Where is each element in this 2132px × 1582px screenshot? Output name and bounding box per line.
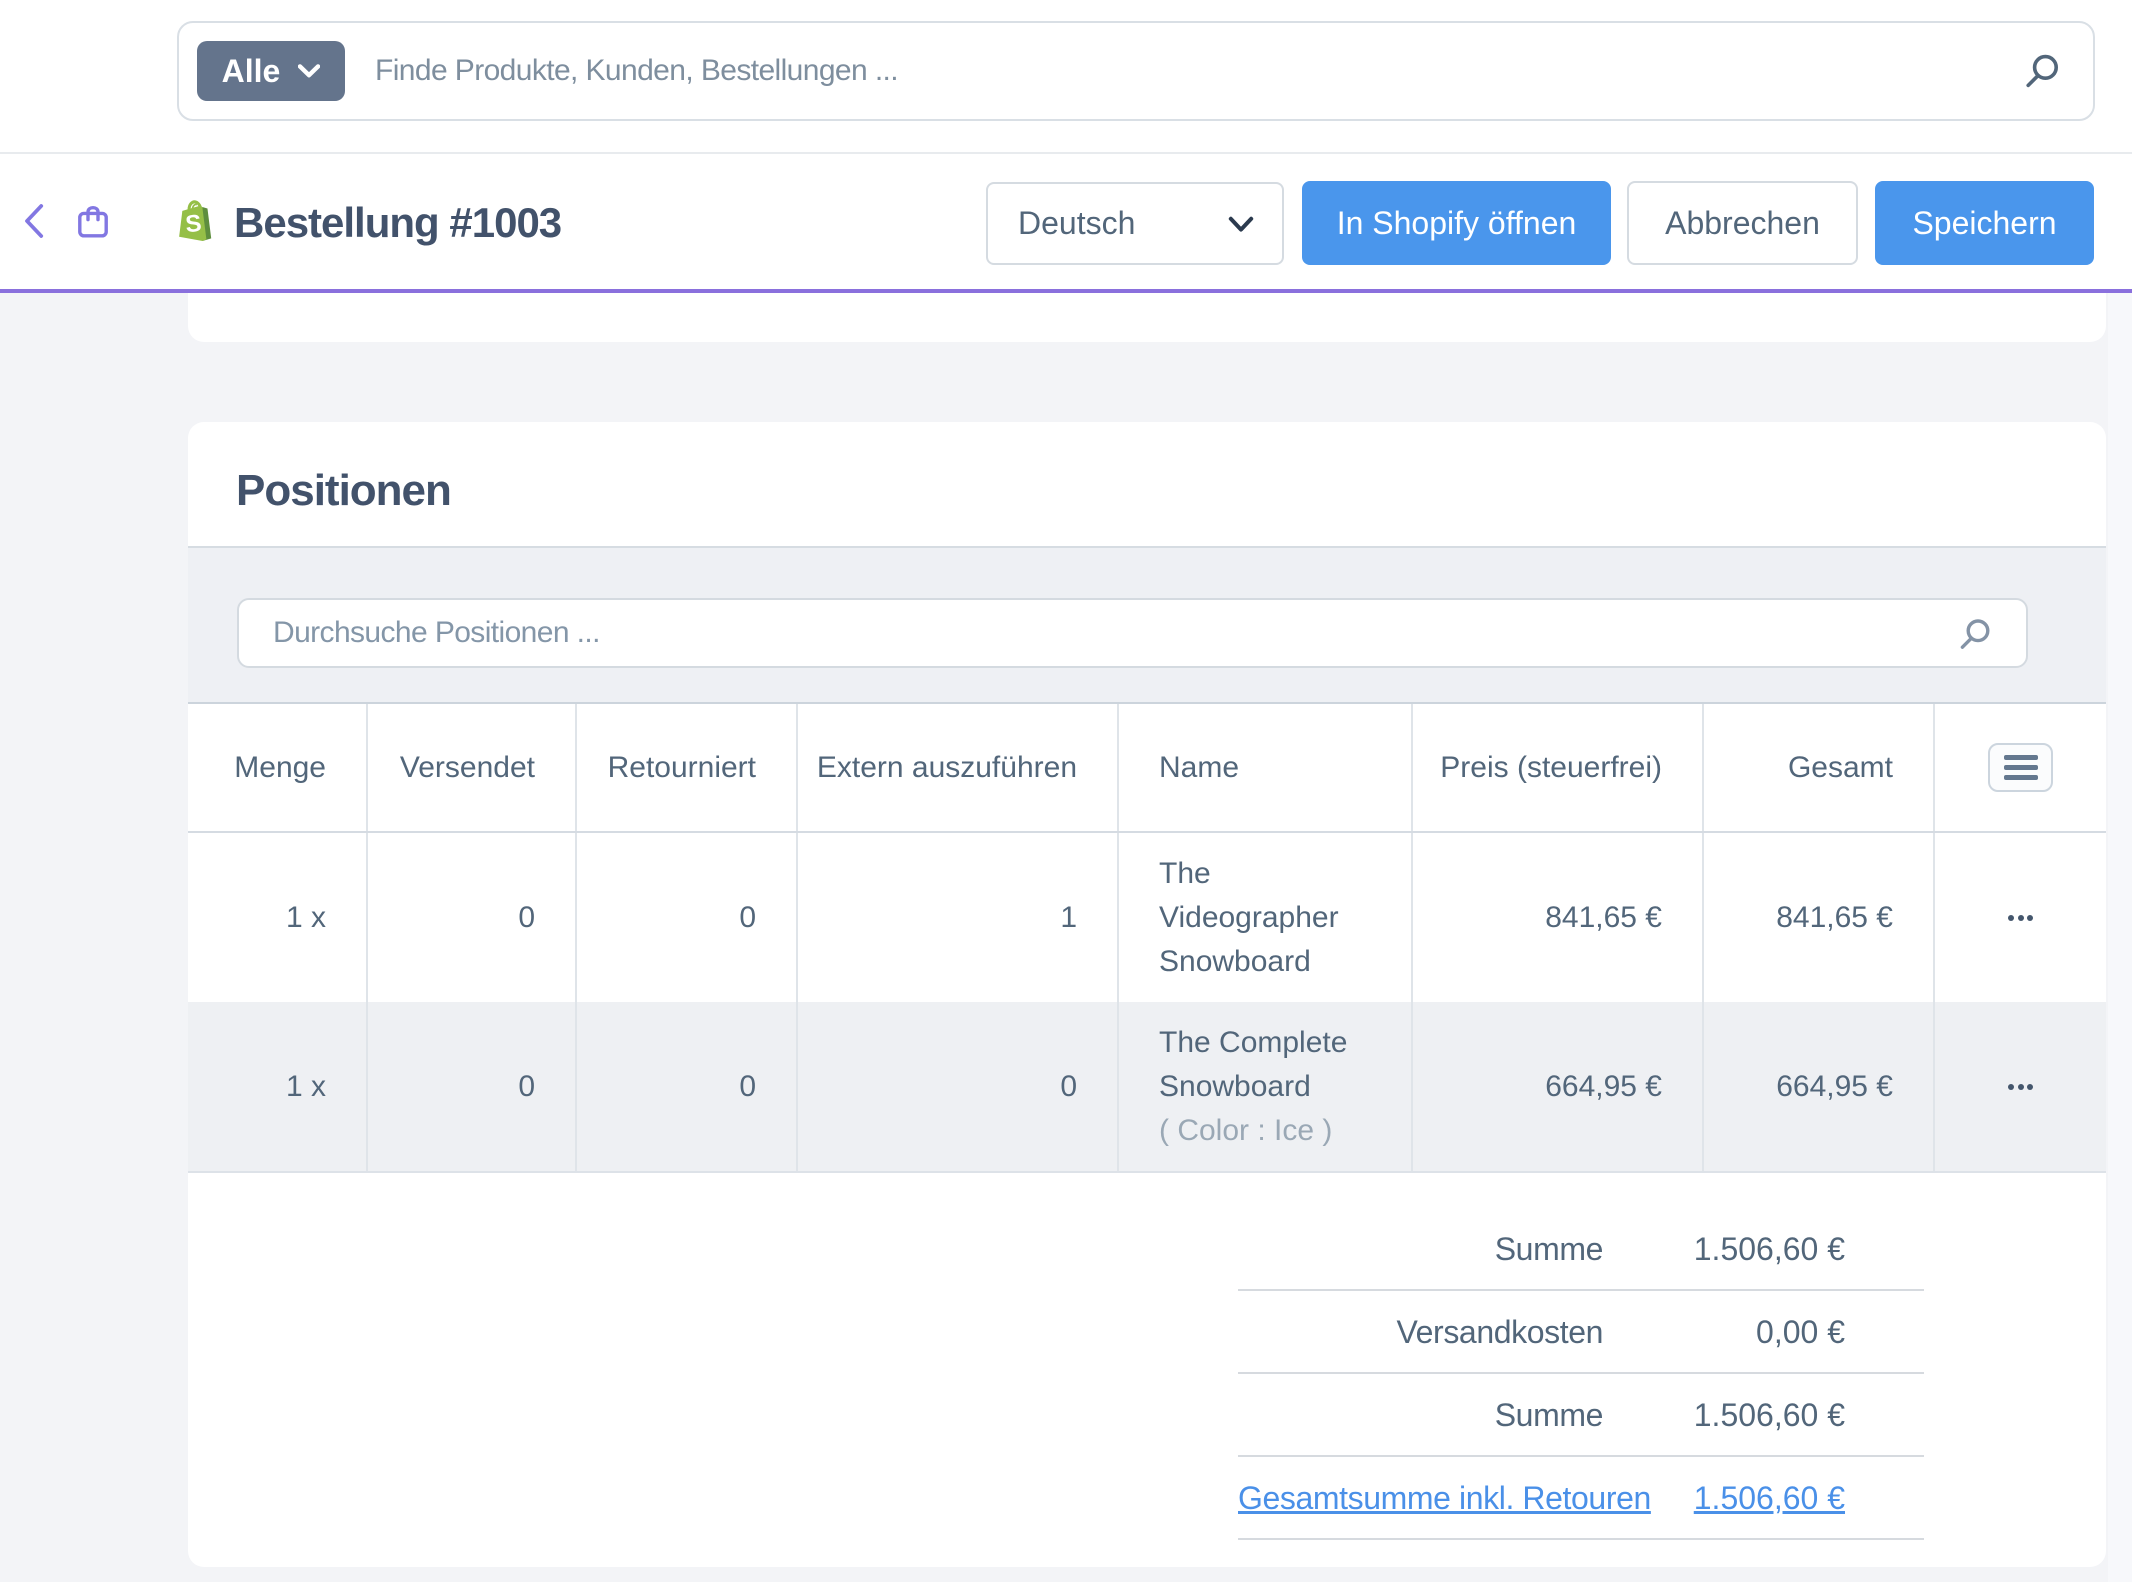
svg-text:S: S bbox=[184, 210, 202, 238]
